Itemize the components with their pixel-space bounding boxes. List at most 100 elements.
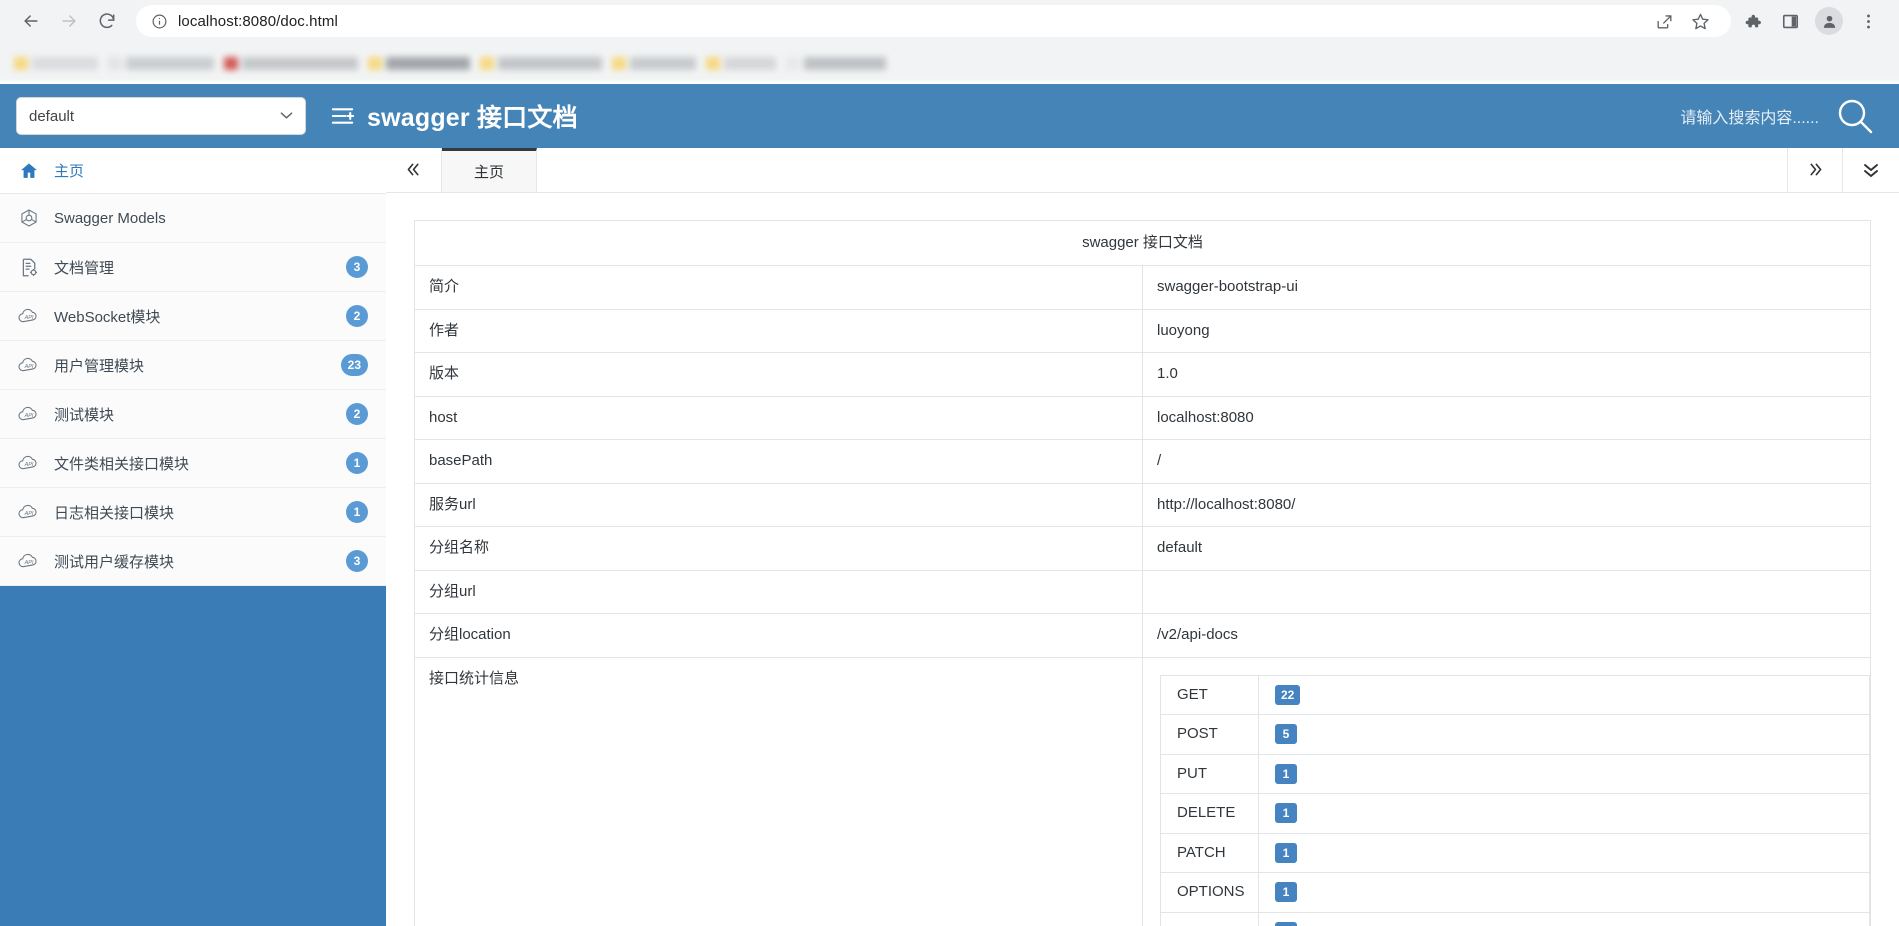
tab-home-label: 主页 (473, 163, 504, 181)
star-icon[interactable] (1683, 4, 1717, 38)
browser-chrome: localhost:8080/doc.html (0, 0, 1899, 84)
chevron-down-icon (280, 110, 293, 122)
stats-table-wrap: GET 22 POST 5 PUT 1 DELETE 1 PATCH 1 OPTIONS 1 HEAD 1 (1143, 658, 1870, 926)
status-badge: 22 (1275, 684, 1301, 705)
cloud-api-icon: API (16, 405, 42, 423)
reload-icon[interactable] (90, 4, 124, 38)
sidebar-item-2[interactable]: 文档管理 3 (0, 243, 386, 292)
document-gear-icon (16, 257, 42, 278)
site-info-icon[interactable] (150, 12, 168, 30)
back-arrow-icon[interactable] (14, 4, 48, 38)
share-icon[interactable] (1647, 4, 1681, 38)
status-badge: 1 (1275, 882, 1297, 903)
indent-list-icon (331, 105, 356, 127)
sidebar-item-label: Swagger Models (54, 209, 166, 227)
api-info-table: swagger 接口文档 简介 swagger-bootstrap-ui 作者 luoy… (414, 219, 1871, 926)
svg-text:API: API (24, 315, 34, 321)
bookmark-label (724, 56, 776, 70)
search-input[interactable]: 请输入搜索内容...... (1680, 110, 1819, 127)
table-row: basePath / (414, 439, 1871, 484)
http-method-count-cell: 1 (1258, 753, 1870, 795)
row-value: 1.0 (1142, 352, 1871, 397)
sidebar-item-3[interactable]: API WebSocket模块 2 (0, 292, 386, 341)
swagger-header: default swagger 接口文档 请输入搜索内容...... (0, 84, 1899, 148)
sidebar-list: 主页 Swagger Models 文档管理 3 API WebSocket模块 2 API 用… (0, 148, 386, 586)
stats-row: PATCH 1 (1160, 832, 1870, 874)
row-key: 作者 (414, 308, 1143, 354)
bookmark-item[interactable] (786, 51, 886, 75)
sidebar-item-7[interactable]: API 日志相关接口模块 1 (0, 488, 386, 537)
http-method-stats-table: GET 22 POST 5 PUT 1 DELETE 1 PATCH 1 OPTIONS 1 HEAD 1 (1160, 674, 1870, 926)
sidebar-item-badge: 3 (346, 256, 368, 278)
group-select[interactable]: default (16, 97, 306, 135)
sidebar-item-6[interactable]: API 文件类相关接口模块 1 (0, 439, 386, 488)
bookmark-item[interactable] (14, 51, 98, 75)
bookmark-item[interactable] (224, 51, 358, 75)
bookmark-label (126, 56, 214, 70)
sidebar-item-badge: 1 (346, 501, 368, 523)
sidebar-item-label: 文件类相关接口模块 (54, 455, 190, 473)
bookmark-item[interactable] (480, 51, 602, 75)
row-value: /v2/api-docs (1142, 613, 1871, 658)
forward-arrow-icon[interactable] (52, 4, 86, 38)
row-value: localhost:8080 (1142, 395, 1871, 441)
row-value: http://localhost:8080/ (1142, 482, 1871, 528)
bookmark-label (386, 56, 470, 70)
status-badge: 1 (1275, 921, 1297, 926)
cloud-api-icon: API (16, 356, 42, 374)
puzzle-piece-icon[interactable] (1735, 4, 1769, 38)
sidebar-item-8[interactable]: API 测试用户缓存模块 3 (0, 537, 386, 586)
side-panel-icon[interactable] (1773, 4, 1807, 38)
chrome-bottom-fade (0, 78, 1899, 84)
address-bar[interactable]: localhost:8080/doc.html (136, 5, 1731, 37)
bookmark-item[interactable] (108, 51, 214, 75)
status-badge: 5 (1275, 724, 1297, 745)
row-key: 服务url (414, 482, 1143, 528)
stats-row: HEAD 1 (1160, 911, 1870, 926)
sidebar: 主页 Swagger Models 文档管理 3 API WebSocket模块 2 API 用… (0, 148, 386, 926)
bookmark-favicon-icon (480, 56, 494, 70)
sidebar-item-5[interactable]: API 测试模块 2 (0, 390, 386, 439)
magnifier-icon[interactable] (1835, 96, 1875, 136)
header-search[interactable]: 请输入搜索内容...... (1680, 96, 1883, 136)
chevron-double-left-icon[interactable] (386, 148, 442, 192)
row-value: default (1142, 526, 1871, 571)
bookmark-favicon-icon (612, 56, 626, 70)
bookmark-favicon-icon (108, 56, 122, 70)
chevron-double-right-icon[interactable] (1787, 148, 1843, 192)
page-title-text: swagger 接口文档 (367, 104, 578, 132)
profile-avatar-icon[interactable] (1815, 7, 1843, 35)
bookmark-item[interactable] (706, 51, 776, 75)
sidebar-item-badge: 2 (346, 305, 368, 327)
svg-text:API: API (24, 511, 34, 517)
bookmark-label (32, 56, 98, 70)
status-badge: 1 (1275, 763, 1297, 784)
three-dot-menu-icon[interactable] (1851, 4, 1885, 38)
chevron-double-down-icon[interactable] (1843, 148, 1899, 192)
sidebar-item-label: 日志相关接口模块 (54, 504, 175, 522)
row-key: host (414, 395, 1143, 441)
row-key: 分组url (414, 569, 1143, 615)
sidebar-item-home[interactable]: 主页 (0, 148, 386, 194)
http-method-name: GET (1160, 674, 1259, 716)
sidebar-item-1[interactable]: Swagger Models (0, 194, 386, 243)
cloud-api-icon: API (16, 307, 42, 325)
http-method-count-cell: 1 (1258, 911, 1870, 926)
stats-row: OPTIONS 1 (1160, 872, 1870, 913)
row-value: swagger-bootstrap-ui (1142, 265, 1871, 310)
browser-toolbar: localhost:8080/doc.html (0, 0, 1899, 42)
tab-home[interactable]: 主页 (442, 148, 537, 192)
main-content: 主页 swagger 接口文档 简介 swagger-bootstrap-ui 作者 l… (386, 148, 1899, 926)
group-select-value: default (29, 107, 75, 125)
status-badge: 1 (1275, 803, 1297, 824)
stats-row: DELETE 1 (1160, 793, 1870, 834)
cloud-api-icon: API (16, 552, 42, 570)
address-bar-url: localhost:8080/doc.html (178, 12, 338, 30)
bookmark-item[interactable] (368, 51, 470, 75)
omnibox-actions (1647, 4, 1717, 38)
stats-label: 接口统计信息 (414, 656, 1143, 926)
app-body: 主页 Swagger Models 文档管理 3 API WebSocket模块 2 API 用… (0, 148, 1899, 926)
sidebar-item-4[interactable]: API 用户管理模块 23 (0, 341, 386, 390)
table-row-stats: 接口统计信息 GET 22 POST 5 PUT 1 DELETE 1 PATCH 1 OPTIONS… (414, 656, 1871, 926)
bookmark-item[interactable] (612, 51, 696, 75)
